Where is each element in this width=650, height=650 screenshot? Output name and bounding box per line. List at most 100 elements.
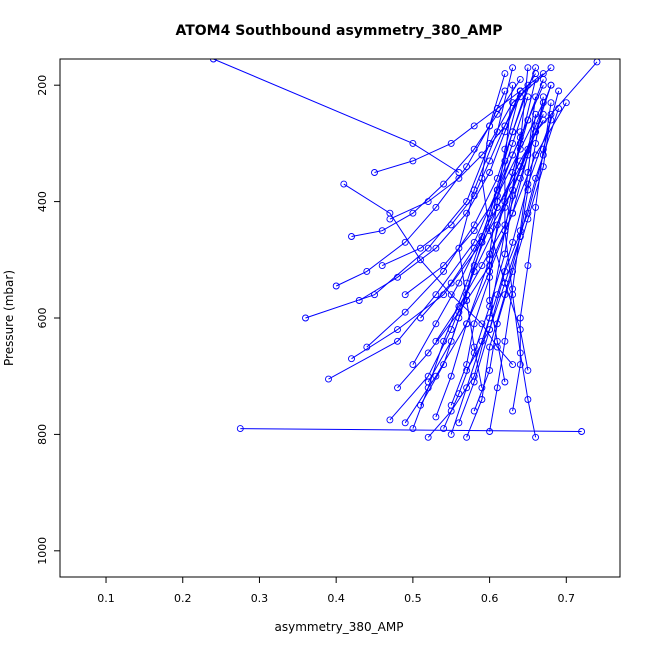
data-point bbox=[516, 233, 524, 240]
profile-series bbox=[432, 99, 570, 421]
profile-series bbox=[478, 70, 532, 374]
data-point bbox=[401, 419, 409, 427]
x-tick-label: 0.7 bbox=[558, 592, 576, 605]
data-point bbox=[493, 192, 501, 200]
data-point bbox=[524, 215, 532, 223]
series-line bbox=[420, 119, 544, 406]
series-line bbox=[389, 73, 537, 220]
data-point bbox=[493, 291, 501, 299]
data-point bbox=[209, 59, 217, 63]
data-point bbox=[432, 244, 440, 252]
data-point bbox=[424, 244, 432, 252]
data-point bbox=[440, 361, 448, 369]
data-point bbox=[516, 87, 524, 95]
series-line bbox=[481, 73, 529, 371]
data-point bbox=[539, 145, 547, 153]
data-point bbox=[348, 233, 355, 240]
profile-series bbox=[509, 87, 563, 415]
data-point bbox=[417, 256, 424, 264]
data-point bbox=[547, 81, 555, 89]
profile-series bbox=[447, 116, 555, 438]
data-point bbox=[593, 59, 601, 66]
data-point bbox=[501, 70, 509, 78]
data-point bbox=[501, 87, 509, 95]
profile-series bbox=[417, 81, 555, 322]
data-point bbox=[470, 122, 478, 130]
series-group bbox=[209, 59, 601, 441]
profile-series bbox=[409, 93, 532, 369]
data-point bbox=[478, 238, 486, 246]
data-point bbox=[486, 122, 494, 130]
data-point bbox=[524, 93, 532, 101]
data-point bbox=[424, 198, 432, 206]
data-point bbox=[363, 343, 371, 351]
profile-series bbox=[355, 87, 524, 304]
data-point bbox=[386, 215, 394, 223]
x-tick-label: 0.5 bbox=[404, 592, 422, 605]
data-point bbox=[509, 267, 517, 275]
data-point bbox=[486, 428, 494, 435]
data-point bbox=[539, 163, 547, 171]
data-point bbox=[509, 192, 517, 200]
data-point bbox=[463, 209, 471, 217]
data-point bbox=[516, 361, 524, 369]
data-point bbox=[432, 291, 440, 299]
data-point bbox=[394, 384, 401, 392]
data-point bbox=[547, 110, 555, 118]
series-line bbox=[358, 90, 521, 301]
data-point bbox=[470, 186, 478, 194]
data-point bbox=[432, 372, 440, 380]
data-point bbox=[532, 139, 540, 147]
data-point bbox=[562, 99, 570, 107]
data-point bbox=[447, 372, 455, 380]
data-point bbox=[478, 174, 486, 182]
data-point bbox=[516, 174, 524, 182]
plot-frame bbox=[59, 58, 621, 578]
data-point bbox=[501, 279, 509, 287]
data-point bbox=[470, 227, 478, 235]
series-line bbox=[473, 114, 552, 412]
data-point bbox=[394, 337, 401, 345]
data-point bbox=[371, 169, 378, 176]
data-point bbox=[478, 320, 486, 328]
data-point bbox=[532, 110, 540, 118]
data-point bbox=[401, 291, 409, 299]
y-tick-label: 200 bbox=[36, 75, 49, 96]
data-point bbox=[532, 70, 540, 78]
data-point bbox=[236, 425, 244, 433]
data-point bbox=[516, 75, 524, 83]
series-line bbox=[489, 90, 521, 383]
data-point bbox=[447, 279, 455, 287]
data-point bbox=[532, 174, 540, 182]
data-point bbox=[555, 87, 563, 95]
data-point bbox=[447, 337, 455, 345]
data-point bbox=[501, 378, 509, 386]
data-point bbox=[509, 285, 517, 293]
data-point bbox=[417, 314, 424, 322]
data-point bbox=[493, 221, 501, 229]
data-point bbox=[447, 430, 455, 438]
data-point bbox=[348, 355, 355, 363]
series-line bbox=[458, 102, 552, 423]
data-point bbox=[455, 174, 463, 182]
data-point bbox=[501, 157, 509, 165]
series-line bbox=[450, 119, 552, 435]
data-point bbox=[501, 145, 509, 153]
data-point bbox=[486, 297, 494, 304]
series-line bbox=[305, 67, 552, 319]
data-point bbox=[547, 99, 555, 107]
data-point bbox=[401, 238, 409, 246]
profile-series bbox=[447, 116, 532, 409]
profile-series bbox=[325, 81, 547, 383]
data-point bbox=[532, 433, 540, 441]
series-line bbox=[404, 79, 544, 296]
data-point bbox=[493, 203, 501, 211]
profile-series bbox=[209, 59, 463, 176]
x-tick-label: 0.2 bbox=[174, 592, 192, 605]
data-point bbox=[417, 244, 424, 252]
data-point bbox=[432, 203, 440, 211]
plot-region bbox=[209, 59, 601, 441]
data-point bbox=[447, 326, 455, 334]
y-axis: 200 400 600 800 1000 bbox=[36, 75, 60, 565]
profile-series bbox=[302, 64, 555, 322]
